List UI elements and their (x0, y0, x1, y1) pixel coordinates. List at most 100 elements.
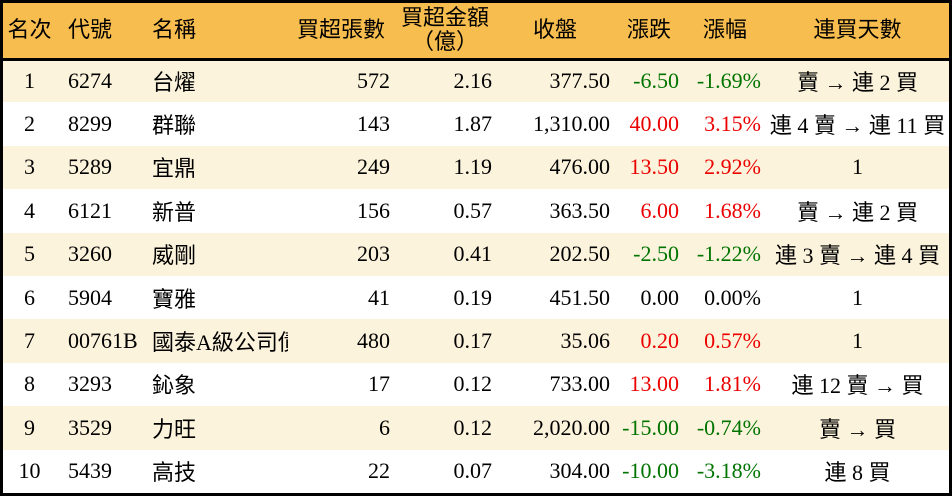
cell-amount: 0.41 (453, 241, 493, 267)
cell-amount: 0.12 (453, 414, 493, 440)
cell-amount: 1.19 (453, 154, 493, 180)
cell-rank: 4 (24, 197, 35, 223)
cell-change-pct: 1.81% (704, 371, 761, 397)
table-header: 名次 代號 名稱 買超張數 買超金額 （億） 收盤 漲跌 漲幅 連買天數 (3, 3, 949, 61)
cell-amount: 0.07 (453, 458, 493, 484)
column-header-streak: 連買天數 (766, 3, 949, 61)
cell-change: -6.50 (633, 68, 679, 94)
cell-change: 6.00 (640, 197, 680, 223)
table-row: 6 5904 寶雅 41 0.19 451.50 0.00 0.00% 1 (3, 275, 949, 320)
cell-rank: 6 (24, 284, 35, 310)
cell-name: 寶雅 (152, 286, 197, 312)
cell-code: 3529 (68, 414, 112, 440)
column-header-rank: 名次 (3, 3, 56, 61)
column-header-name: 名稱 (140, 3, 288, 61)
net-buy-ranking-table: 名次 代號 名稱 買超張數 買超金額 （億） 收盤 漲跌 漲幅 連買天數 1 627… (3, 3, 949, 493)
cell-change: 40.00 (629, 111, 680, 137)
cell-change-pct: 2.92% (704, 154, 761, 180)
column-header-change: 漲跌 (614, 3, 684, 61)
cell-amount: 0.57 (453, 197, 493, 223)
cell-amount: 0.12 (453, 371, 493, 397)
cell-code: 5439 (68, 458, 112, 484)
cell-streak: 1 (852, 284, 863, 310)
cell-close: 35.06 (560, 328, 611, 354)
table-row: 5 3260 威剛 203 0.41 202.50 -2.50 -1.22% 連 3 賣 → 連… (3, 232, 949, 276)
table-row: 4 6121 新普 156 0.57 363.50 6.00 1.68% 賣 → 連 2 買 (3, 189, 949, 233)
cell-change: -15.00 (622, 414, 679, 440)
column-header-amount: 買超金額 （億） (394, 3, 496, 61)
table-row: 9 3529 力旺 6 0.12 2,020.00 -15.00 -0.74% 賣 → 買 (3, 406, 949, 450)
cell-close: 202.50 (549, 241, 611, 267)
cell-close: 451.50 (549, 284, 611, 310)
cell-change: -10.00 (622, 458, 679, 484)
table-body: 1 6274 台燿 572 2.16 377.50 -6.50 -1.69% 賣 → 連 2 買… (3, 59, 949, 493)
cell-close: 476.00 (549, 154, 611, 180)
cell-volume: 203 (357, 241, 390, 267)
cell-streak: 賣 → 連 2 買 (796, 70, 918, 96)
column-header-amount-line2: （億） (411, 29, 478, 55)
cell-amount: 0.19 (453, 284, 493, 310)
cell-streak: 賣 → 連 2 買 (796, 199, 918, 225)
cell-close: 377.50 (549, 68, 611, 94)
cell-change-pct: -3.18% (696, 458, 761, 484)
column-header-amount-lines: 買超金額 （億） (400, 4, 489, 55)
cell-volume: 22 (368, 458, 390, 484)
cell-code: 00761B (68, 328, 138, 354)
cell-volume: 480 (357, 328, 390, 354)
cell-name: 力旺 (152, 416, 197, 442)
cell-code: 5904 (68, 284, 112, 310)
cell-code: 5289 (68, 154, 112, 180)
cell-amount: 0.17 (453, 328, 493, 354)
column-header-close: 收盤 (496, 3, 614, 61)
cell-volume: 143 (357, 111, 390, 137)
cell-change-pct: -1.69% (696, 68, 761, 94)
table-row: 10 5439 高技 22 0.07 304.00 -10.00 -3.18% 連 8 買 (3, 449, 949, 493)
cell-rank: 5 (24, 241, 35, 267)
cell-streak: 連 3 賣 → 連 4 買 (774, 243, 940, 269)
cell-code: 6121 (68, 197, 112, 223)
header-row: 名次 代號 名稱 買超張數 買超金額 （億） 收盤 漲跌 漲幅 連買天數 (3, 3, 949, 61)
cell-streak: 連 8 買 (824, 460, 891, 486)
cell-code: 8299 (68, 111, 112, 137)
cell-change-pct: 1.68% (704, 197, 761, 223)
cell-streak: 連 12 賣 → 買 (791, 373, 924, 399)
cell-volume: 249 (357, 154, 390, 180)
cell-close: 1,310.00 (533, 111, 610, 137)
cell-change: 13.50 (629, 154, 680, 180)
cell-close: 2,020.00 (533, 414, 610, 440)
cell-change-pct: 0.00% (704, 284, 761, 310)
column-header-code: 代號 (56, 3, 140, 61)
cell-rank: 10 (18, 458, 41, 484)
cell-change-pct: -0.74% (696, 414, 761, 440)
cell-streak: 1 (852, 154, 863, 180)
table-row: 3 5289 宜鼎 249 1.19 476.00 13.50 2.92% 1 (3, 145, 949, 190)
cell-amount: 1.87 (453, 111, 493, 137)
table-row: 2 8299 群聯 143 1.87 1,310.00 40.00 3.15% 連 4 賣 → … (3, 102, 949, 146)
cell-volume: 17 (368, 371, 390, 397)
cell-change-pct: -1.22% (696, 241, 761, 267)
cell-name: 台燿 (152, 70, 197, 96)
column-header-volume: 買超張數 (288, 3, 394, 61)
cell-amount: 2.16 (453, 68, 493, 94)
cell-volume: 41 (368, 284, 390, 310)
cell-name: 國泰A級公司債 (152, 330, 288, 356)
cell-rank: 3 (24, 154, 35, 180)
table-row: 8 3293 鈊象 17 0.12 733.00 13.00 1.81% 連 12 賣 → 買 (3, 362, 949, 407)
cell-change: -2.50 (633, 241, 679, 267)
cell-streak: 賣 → 買 (818, 416, 896, 442)
cell-name: 威剛 (152, 243, 197, 269)
cell-change-pct: 0.57% (704, 328, 761, 354)
cell-name: 鈊象 (152, 373, 197, 399)
column-header-change-pct: 漲幅 (684, 3, 766, 61)
cell-change: 0.20 (640, 328, 680, 354)
cell-change-pct: 3.15% (704, 111, 761, 137)
cell-change: 13.00 (629, 371, 680, 397)
cell-rank: 8 (24, 371, 35, 397)
cell-code: 3293 (68, 371, 112, 397)
cell-code: 6274 (68, 68, 112, 94)
cell-close: 304.00 (549, 458, 611, 484)
cell-close: 733.00 (549, 371, 611, 397)
column-header-amount-line1: 買超金額 (400, 4, 489, 30)
cell-rank: 2 (24, 111, 35, 137)
